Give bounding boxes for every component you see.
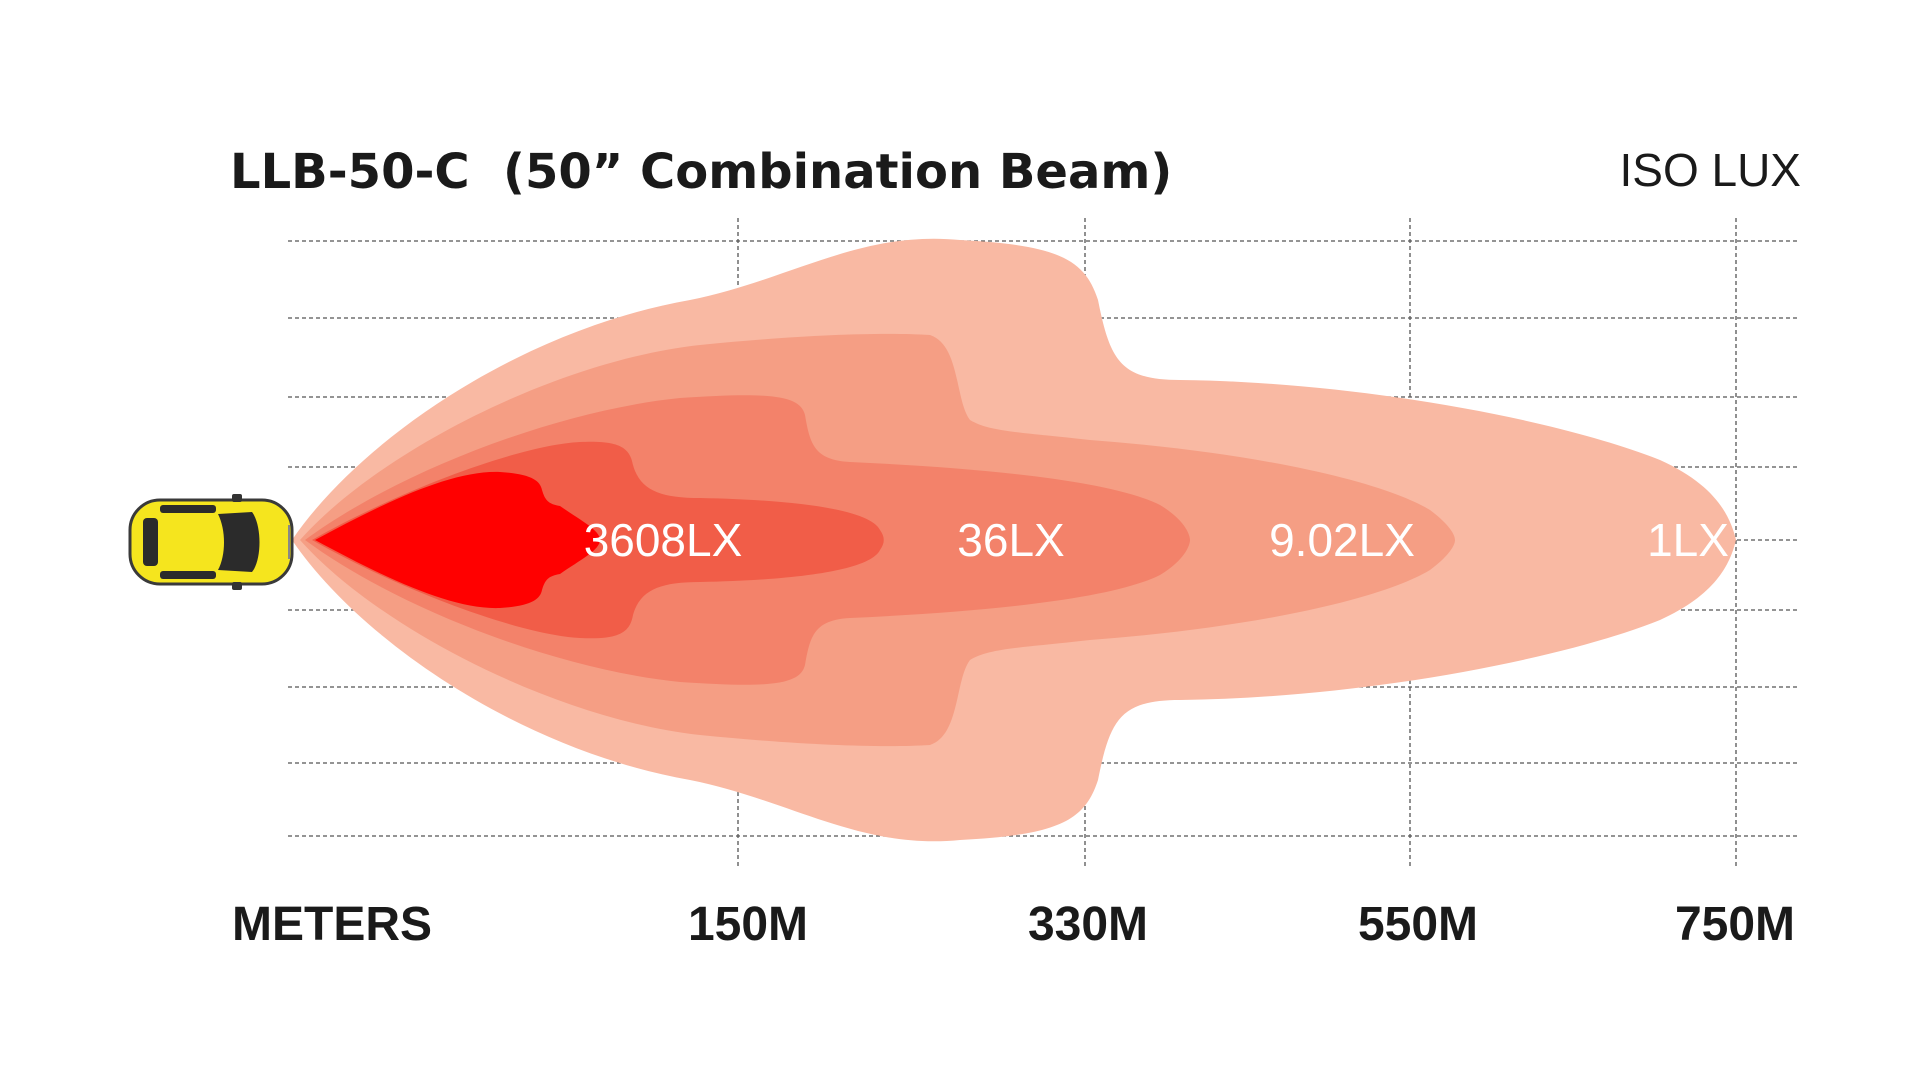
car-rear-window — [143, 518, 158, 566]
chart-kind-label: ISO LUX — [1619, 144, 1801, 196]
car-side-window-right — [160, 571, 216, 579]
tick-label-550: 550M — [1358, 898, 1478, 951]
car-side-window-left — [160, 505, 216, 513]
axis-unit-label: METERS — [232, 898, 432, 951]
car-mirror-right — [232, 582, 242, 590]
car-mirror-left — [232, 494, 242, 502]
model-title: LLB-50-C — [230, 144, 470, 200]
car-top-view-icon — [128, 494, 294, 590]
beam-description: (50” Combination Beam) — [503, 144, 1172, 200]
zone-label-3608lx: 3608LX — [584, 514, 743, 566]
zone-label-1lx: 1LX — [1647, 514, 1729, 566]
tick-label-150: 150M — [688, 898, 808, 951]
zone-3608lx — [315, 471, 600, 609]
tick-label-330: 330M — [1028, 898, 1148, 951]
zone-label-9lx: 9.02LX — [1269, 514, 1415, 566]
zone-label-36lx: 36LX — [957, 514, 1064, 566]
isolux-zones — [292, 238, 1736, 842]
tick-label-750: 750M — [1675, 898, 1795, 951]
car-windshield — [218, 512, 260, 572]
